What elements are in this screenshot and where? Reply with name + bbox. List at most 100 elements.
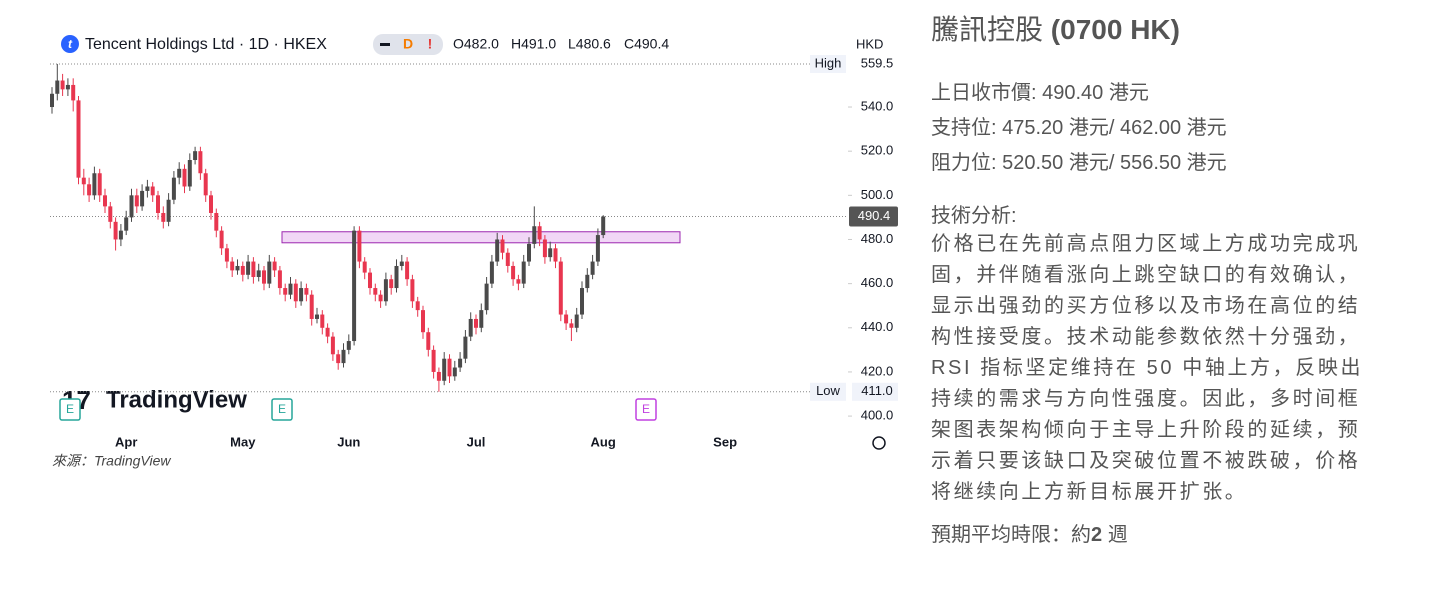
expected-label: 預期平均時限：約 [931, 524, 1091, 546]
earnings-label: E [278, 402, 286, 416]
y-tick-label: 540.0 [861, 98, 894, 113]
candle-body [315, 314, 319, 319]
title-code: (0700 HK) [1050, 14, 1180, 45]
watermark: TradingView [106, 386, 247, 413]
candle-body [463, 336, 468, 359]
badge-pill [373, 34, 443, 55]
candle-body [325, 327, 330, 337]
candle-body [108, 206, 113, 222]
candle-body [103, 195, 107, 207]
plot: 400.0 420.0 440.0 460.0 480.0 500.0 520.0 540.0… [50, 54, 898, 449]
candle-body [511, 265, 516, 280]
candle-body [55, 80, 60, 94]
ohlc-close: C490.4 [624, 36, 669, 52]
settings-icon[interactable] [872, 436, 886, 450]
ohlc-low: L480.6 [568, 36, 611, 52]
candle-body [458, 358, 463, 368]
badge-alert: ! [428, 36, 433, 52]
currency: HKD [856, 36, 883, 51]
candle-body [140, 190, 145, 207]
candle-body [299, 288, 304, 302]
candle-body [405, 261, 410, 280]
candle-body [214, 212, 219, 231]
candle-body [378, 294, 383, 302]
x-tick-label: May [230, 434, 256, 449]
candle-body [246, 261, 251, 275]
side-panel: 騰訊控股 (0700 HK) 上日收市價: 490.40 港元 支持位: 475… [931, 8, 1376, 547]
candle-body [590, 261, 595, 275]
low-value: 411.0 [861, 383, 893, 398]
last-price-bg [849, 206, 898, 227]
candle-body [399, 261, 404, 266]
candle-body [336, 354, 341, 364]
candle-body [129, 195, 134, 218]
x-tick-label: Jul [467, 434, 486, 449]
candle-body [293, 283, 298, 302]
candle-body [585, 274, 590, 289]
analysis-heading: 技術分析: [931, 205, 1017, 227]
candle-body [362, 261, 367, 273]
candle-body [468, 318, 473, 337]
candle-body [527, 243, 531, 262]
candle-body [65, 84, 70, 90]
candle-body [209, 195, 213, 213]
candle-body [304, 288, 309, 295]
candle-body [489, 261, 494, 284]
candle-body [542, 239, 547, 258]
candle-body [267, 261, 272, 284]
badge-dash [380, 43, 390, 46]
candle-body [521, 261, 526, 284]
candle-body [161, 212, 166, 222]
candle-body [495, 239, 500, 262]
candle-body [574, 314, 579, 328]
y-tick-label: 420.0 [861, 363, 894, 378]
y-tick-label: 440.0 [861, 319, 894, 334]
candle-body [352, 230, 357, 342]
expected-unit: 週 [1107, 524, 1128, 546]
candle-body [553, 248, 558, 262]
candle-body [341, 349, 346, 364]
y-tick-label: 460.0 [861, 275, 894, 290]
candle-body [346, 341, 351, 350]
candle-body [426, 332, 431, 350]
source: 來源：TradingView [52, 453, 171, 469]
candle-body [415, 301, 420, 311]
ohlc-high: H491.0 [511, 36, 556, 52]
candle-body [421, 310, 425, 333]
candle-body [124, 217, 129, 231]
candle-body [272, 261, 277, 271]
low-value-bg [852, 382, 898, 401]
info-line: 阻力位: 520.50 港元/ 556.50 港元 [931, 152, 1227, 174]
candle-body [256, 270, 261, 278]
earnings-marker [59, 398, 81, 421]
candle-body [452, 367, 457, 377]
candle-body [251, 261, 256, 278]
candle-body [373, 288, 378, 295]
x-tick-label: Apr [115, 434, 137, 449]
candle-body [277, 270, 282, 289]
analysis-body: 价格已在先前高点阻力区域上方成功完成巩固，并伴随看涨向上跳空缺口的有效确认，显示… [931, 233, 1364, 503]
title-main: 騰訊控股 [931, 14, 1044, 45]
high-value: 559.5 [861, 55, 894, 70]
candle-body [134, 195, 139, 207]
x-tick-label: Jun [337, 434, 360, 449]
candle-body [262, 270, 266, 284]
candle-body [330, 336, 335, 355]
candle-body [410, 279, 415, 302]
chart-title: Tencent Holdings Ltd · 1D · HKEX [85, 36, 327, 53]
candle-body [87, 184, 92, 196]
candle-body [383, 279, 388, 302]
candle-body [156, 195, 160, 213]
earnings-label: E [642, 402, 650, 416]
candle-body [447, 358, 452, 377]
candle-body [113, 221, 118, 240]
candle-body [283, 288, 288, 295]
candle-body [537, 226, 542, 240]
low-badge-text: Low [816, 383, 840, 398]
candle-body [230, 261, 235, 271]
earnings-marker [635, 398, 657, 421]
candle-body [474, 318, 478, 328]
candle-body [368, 272, 372, 289]
candle-body [81, 177, 86, 185]
